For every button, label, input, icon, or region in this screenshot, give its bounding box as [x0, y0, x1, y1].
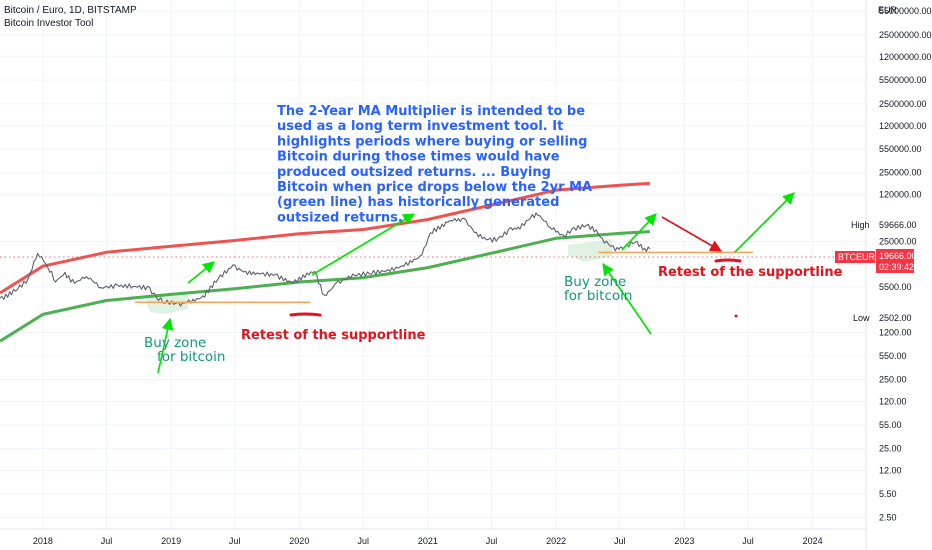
y-tick-label: 12.00: [879, 465, 902, 475]
y-tick-label: 2500000.00: [879, 99, 927, 109]
y-tick-label: 2.50: [879, 512, 897, 522]
y-tick-label: 5500.00: [879, 282, 912, 292]
small-red-dot: [734, 314, 738, 318]
currency-label: EUR: [878, 5, 898, 15]
x-tick-label: 2019: [161, 536, 181, 546]
y-tick-label: 1200000.00: [879, 121, 927, 131]
high-label: High: [851, 220, 870, 230]
x-tick-label: 2020: [289, 536, 309, 546]
green-arrows: [157, 192, 795, 374]
y-tick-label: 120000.00: [879, 190, 922, 200]
price-line: [0, 212, 651, 307]
arrow: [602, 263, 652, 335]
description-text: The 2-Year MA Multiplier is intended to …: [277, 104, 592, 225]
y-tick-label: 1200.00: [879, 328, 912, 338]
ma-2yr-line: [0, 230, 650, 343]
buy-zone-label: Buy zone: [144, 335, 206, 351]
last-price-value: 19666.00: [879, 251, 917, 261]
x-tick-label: 2024: [803, 536, 823, 546]
description-line: (green line) has historically generated: [277, 195, 559, 210]
last-price-tag: BTCEUR 19666.00 02:39:42: [835, 249, 917, 273]
arrow: [187, 261, 215, 284]
arrow: [621, 213, 657, 251]
y-tick-label: 120.00: [879, 397, 907, 407]
y-tick-label: 5500000.00: [879, 75, 927, 85]
low-label: Low: [853, 313, 870, 323]
y-tick-label: 12000000.00: [879, 52, 932, 62]
arrow: [311, 213, 416, 276]
buy-zone-fill: [568, 239, 612, 262]
y-tick-label: 25.00: [879, 444, 902, 454]
x-ticks: 2018 Jul 2019 Jul 2020 Jul 2021 Jul 2022 Jul 2023 J…: [33, 536, 823, 546]
description-line: outsized returns.: [277, 210, 403, 225]
description-line: produced outsized returns. ... Buying: [277, 165, 551, 180]
red-arrow: [661, 216, 723, 252]
y-tick-label: 550.00: [879, 351, 907, 361]
x-tick-label: 2023: [674, 536, 694, 546]
chart-title: Bitcoin / Euro, 1D, BITSTAMP: [4, 5, 137, 16]
x-tick-label: Jul: [358, 536, 370, 546]
support-layer: [134, 251, 753, 304]
last-price-badge: [876, 249, 914, 273]
arrow: [734, 192, 795, 253]
arrow: [157, 317, 174, 374]
y-tick-label: 55000000.00: [879, 6, 932, 16]
high-tag: High 59666.00: [851, 220, 917, 230]
low-tag: Low 2502.00: [853, 313, 912, 323]
retest-marker: [289, 312, 322, 317]
indicator-name: Bitcoin Investor Tool: [4, 18, 93, 29]
description-line: highlights periods where buying or selli…: [277, 134, 587, 149]
y-tick-label: 250000.00: [879, 168, 922, 178]
x-tick-label: Jul: [742, 536, 754, 546]
x-tick-label: Jul: [101, 536, 113, 546]
y-ticks: 55000000.00 25000000.00 12000000.00 5500000…: [879, 6, 932, 522]
x-tick-label: 2022: [546, 536, 566, 546]
buy-zone-fill: [145, 294, 188, 314]
buy-zone-label: Buy zone: [564, 274, 626, 290]
ma-multiplier-line: [0, 181, 650, 295]
description-line: Bitcoin during those times would have: [277, 150, 560, 165]
x-tick-label: Jul: [486, 536, 498, 546]
description-line: The 2-Year MA Multiplier is intended to …: [277, 104, 585, 119]
y-tick-label: 25000000.00: [879, 30, 932, 40]
grid: [0, 0, 866, 529]
description-line: used as a long term investment tool. It: [277, 119, 563, 134]
high-value: 59666.00: [879, 220, 917, 230]
retest-marker: [714, 258, 742, 263]
y-tick-label: 55.00: [879, 420, 902, 430]
y-tick-label: 25000.00: [879, 237, 917, 247]
low-value: 2502.00: [879, 313, 912, 323]
description-line: Bitcoin when price drops below the 2yr M…: [277, 180, 592, 195]
retest-label: Retest of the supportline: [241, 328, 426, 343]
x-tick-label: 2021: [418, 536, 438, 546]
y-tick-label: 250.00: [879, 375, 907, 385]
y-tick-label: 550000.00: [879, 144, 922, 154]
retest-label: Retest of the supportline: [658, 265, 843, 280]
x-tick-label: Jul: [229, 536, 241, 546]
countdown-value: 02:39:42: [879, 262, 914, 272]
series-layer: [0, 181, 651, 343]
x-tick-label: 2018: [33, 536, 53, 546]
y-tick-label: 5.50: [879, 489, 897, 499]
symbol-label: BTCEUR: [838, 252, 876, 262]
symbol-badge: [835, 251, 875, 263]
buy-zone-label: for bitcoin: [564, 288, 632, 304]
x-tick-label: Jul: [614, 536, 626, 546]
buy-zone-label: for bitcoin: [157, 349, 225, 365]
